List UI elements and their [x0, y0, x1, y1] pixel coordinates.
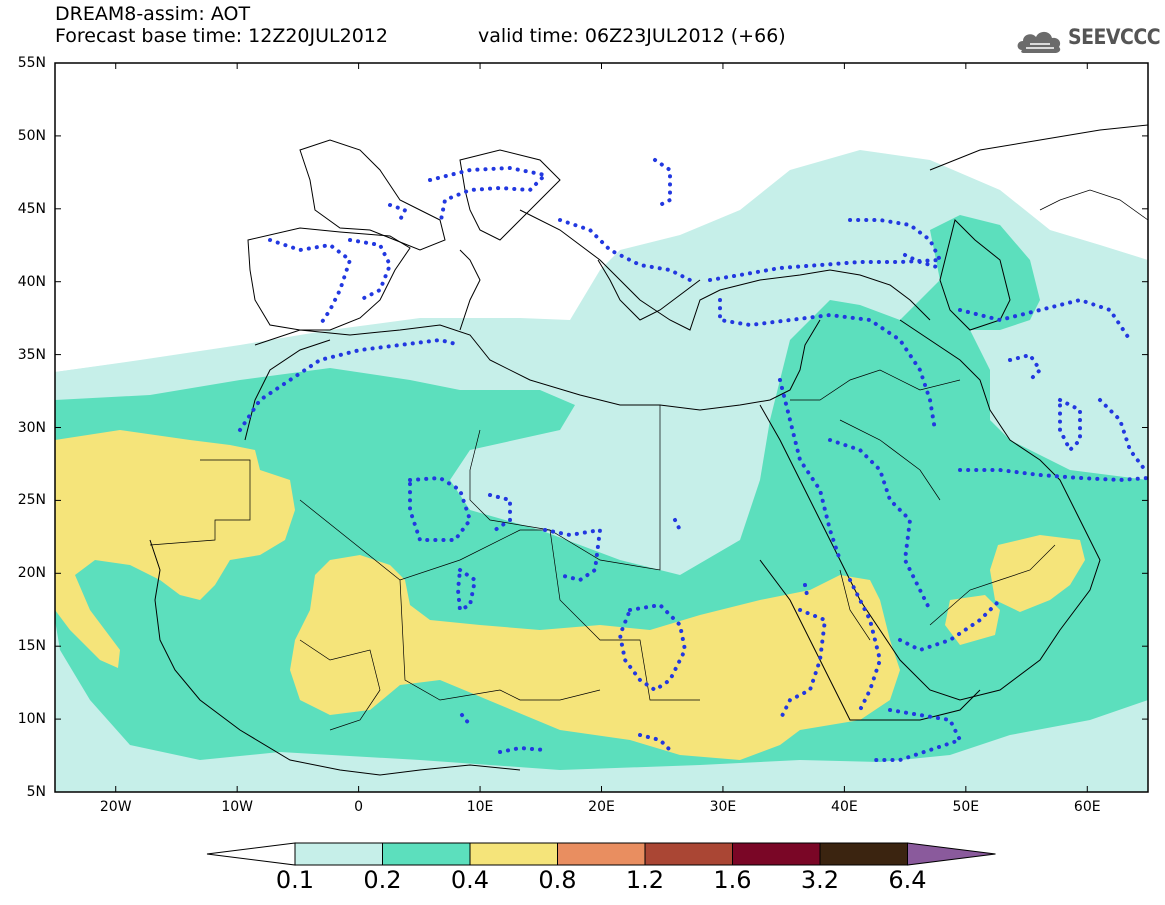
- lon-tick-label: 60E: [1073, 799, 1101, 815]
- lon-tick-label: 30E: [709, 799, 737, 815]
- aot-high-region-c: [290, 555, 900, 760]
- legend-swatch: [557, 842, 646, 866]
- lon-tick-label: 40E: [831, 799, 858, 815]
- legend-swatch: [382, 842, 471, 866]
- legend-swatch: [819, 842, 908, 866]
- legend-level-label: 1.6: [713, 866, 752, 894]
- legend-level-label: 0.4: [450, 866, 490, 894]
- legend-level-label: 0.2: [363, 866, 402, 894]
- legend-swatch-over: [907, 842, 996, 866]
- lon-tick-label: 20W: [99, 799, 132, 815]
- country-borders: [149, 189, 1148, 731]
- legend-swatch: [644, 842, 733, 866]
- valid-time: valid time: 06Z23JUL2012 (+66): [478, 25, 786, 47]
- lat-tick-label: 20N: [17, 565, 46, 582]
- lat-tick-label: 15N: [17, 638, 46, 655]
- lat-tick-label: 25N: [17, 492, 46, 509]
- legend-level-label: 3.2: [800, 866, 840, 894]
- lat-tick-label: 45N: [17, 200, 46, 217]
- legend-level-label: 6.4: [888, 866, 927, 894]
- lat-tick-label: 10N: [17, 711, 46, 728]
- legend-level-label: 0.1: [275, 866, 315, 894]
- forecast-base-time: Forecast base time: 12Z20JUL2012: [55, 25, 388, 47]
- lat-tick-label: 5N: [26, 784, 46, 800]
- aot-low-region-w: [55, 290, 640, 380]
- lon-tick-label: 0: [354, 799, 364, 815]
- legend-swatch: [294, 842, 383, 866]
- lat-tick-label: 50N: [17, 127, 46, 144]
- observation-contours: [238, 158, 1148, 762]
- legend-level-label: 0.8: [538, 866, 577, 894]
- aot-high-region-arabia: [990, 535, 1085, 612]
- cloud-icon: [1017, 31, 1061, 53]
- lat-tick-label: 30N: [17, 419, 46, 436]
- legend-swatch: [732, 842, 821, 866]
- lat-tick-label: 40N: [17, 273, 46, 290]
- lon-tick-label: 10W: [221, 799, 253, 815]
- axis-ticks: [55, 62, 1148, 793]
- aot-high-region-w: [55, 430, 295, 668]
- lon-tick-label: 20E: [588, 799, 615, 815]
- lon-tick-label: 10E: [466, 799, 494, 815]
- lat-tick-label: 35N: [17, 346, 46, 363]
- lat-tick-label: 55N: [17, 55, 46, 71]
- legend-swatch-under: [206, 842, 296, 866]
- legend-swatch: [469, 842, 558, 866]
- map-title: DREAM8-assim: AOT: [55, 3, 251, 25]
- logo-text: SEEVCCC: [1068, 25, 1161, 49]
- lon-tick-label: 50E: [952, 799, 980, 815]
- legend-level-label: 1.2: [625, 866, 665, 894]
